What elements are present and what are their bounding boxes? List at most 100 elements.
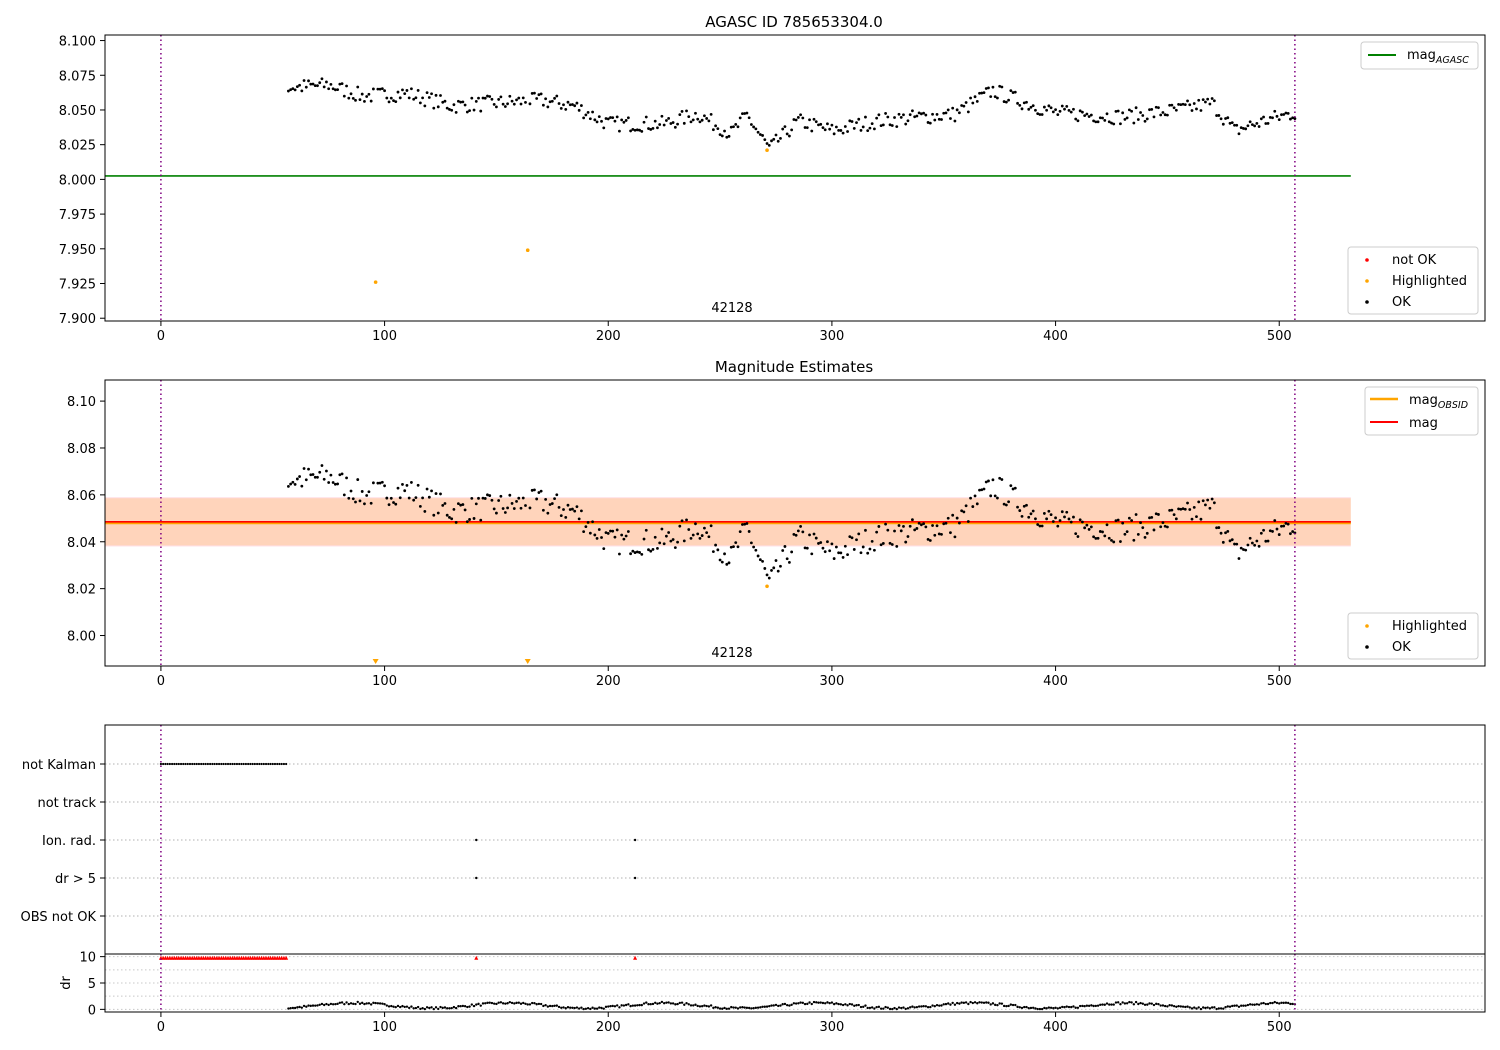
- ok-point: [1018, 509, 1022, 512]
- ok-point: [1210, 497, 1214, 501]
- ok-point: [993, 494, 997, 498]
- ok-point: [492, 102, 496, 106]
- ok-point: [1226, 529, 1230, 533]
- ok-point: [1069, 110, 1073, 114]
- ok-point: [1031, 104, 1035, 108]
- ok-point: [749, 541, 753, 545]
- dr-point: [631, 1004, 635, 1007]
- ok-point: [1188, 103, 1192, 107]
- ok-point: [582, 116, 586, 120]
- ok-point: [931, 524, 934, 527]
- ok-point: [870, 539, 874, 543]
- ok-point: [1083, 114, 1087, 118]
- flag-point: [195, 762, 198, 766]
- ok-point: [358, 499, 362, 503]
- ok-point: [304, 85, 308, 89]
- dr-point: [535, 1003, 538, 1006]
- ok-point: [506, 102, 509, 106]
- flag-point: [179, 762, 183, 766]
- ok-point: [1076, 119, 1080, 123]
- ok-point: [436, 105, 440, 109]
- dr-point: [504, 1002, 507, 1005]
- ok-point: [890, 124, 894, 127]
- dr-point: [1119, 1002, 1122, 1006]
- dr-point: [497, 1001, 500, 1004]
- ok-point: [376, 481, 380, 485]
- dr-point: [407, 1006, 411, 1010]
- ok-point: [801, 530, 805, 534]
- ok-point: [1266, 122, 1270, 125]
- ok-point: [557, 505, 561, 509]
- dr-point: [687, 1003, 690, 1006]
- ok-point: [841, 556, 845, 559]
- dr-point: [369, 1003, 373, 1006]
- ok-point: [1246, 124, 1250, 128]
- dr-point: [680, 1001, 684, 1004]
- ok-point: [486, 493, 489, 497]
- dr-point: [530, 1001, 534, 1005]
- ok-point: [691, 118, 695, 122]
- ok-point: [850, 536, 854, 540]
- ok-point: [300, 484, 304, 488]
- dr-point: [1134, 1000, 1138, 1004]
- ok-point: [1293, 117, 1297, 120]
- ok-point: [394, 100, 398, 104]
- ok-point: [1195, 107, 1198, 111]
- ok-point: [1208, 102, 1212, 106]
- y-tick-label: 8.04: [67, 536, 96, 551]
- ok-point: [656, 546, 659, 550]
- ok-point: [861, 125, 865, 129]
- flag-point: [213, 762, 216, 766]
- ok-point: [1094, 537, 1098, 540]
- dr-point: [562, 1006, 565, 1009]
- ok-point: [680, 110, 684, 113]
- ok-point: [1253, 124, 1257, 128]
- x-tick-label: 0: [157, 1020, 165, 1035]
- dr-point: [1045, 1007, 1048, 1010]
- ok-point: [586, 520, 590, 524]
- dr-point: [416, 1005, 420, 1009]
- ok-point: [781, 549, 785, 552]
- ok-point: [673, 125, 677, 129]
- ok-point: [749, 123, 753, 126]
- ok-point: [765, 573, 769, 577]
- flag-category-label: not track: [37, 796, 96, 811]
- dr-point: [685, 1001, 688, 1005]
- ok-point: [673, 546, 677, 549]
- ok-point: [347, 496, 351, 500]
- ok-point: [470, 496, 474, 500]
- dr-point: [823, 1002, 827, 1005]
- dr-point: [515, 1001, 518, 1005]
- ok-point: [351, 497, 355, 501]
- offscale-highlighted-marker: [372, 659, 379, 664]
- legend-not-ok-label: not OK: [1392, 253, 1437, 268]
- dr-point: [533, 1002, 536, 1005]
- ok-point: [1177, 102, 1180, 106]
- ok-point: [365, 494, 369, 497]
- x-tick-label: 100: [372, 329, 397, 344]
- ok-point: [902, 524, 905, 528]
- ok-point: [553, 96, 556, 100]
- ok-point: [714, 543, 717, 547]
- ok-point: [1114, 109, 1118, 113]
- ok-point: [1145, 531, 1149, 535]
- ok-point: [316, 475, 319, 479]
- ok-point: [519, 102, 523, 106]
- dr-point: [414, 1006, 418, 1010]
- ok-point: [1049, 106, 1053, 110]
- ok-point: [421, 496, 425, 500]
- ok-point: [767, 143, 771, 147]
- dr-point: [770, 1004, 773, 1007]
- ok-point: [671, 121, 675, 124]
- ok-point: [660, 114, 664, 118]
- y-tick-label: 7.975: [59, 208, 96, 223]
- dr-point: [734, 1006, 737, 1009]
- ok-point: [729, 545, 733, 549]
- ok-point: [1188, 508, 1192, 511]
- ok-point: [642, 120, 646, 124]
- dr-point: [358, 1002, 362, 1005]
- ok-point: [1268, 115, 1272, 119]
- dr-point: [1199, 1007, 1203, 1011]
- ok-point: [506, 506, 509, 510]
- ok-point: [1192, 505, 1196, 509]
